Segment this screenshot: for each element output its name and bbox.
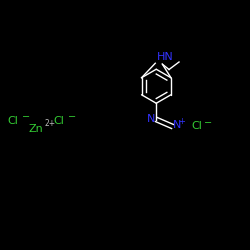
Text: 2+: 2+ bbox=[44, 119, 56, 128]
Text: −: − bbox=[204, 118, 212, 128]
Text: Zn: Zn bbox=[29, 124, 44, 134]
Text: −: − bbox=[68, 112, 76, 122]
Text: Cl: Cl bbox=[54, 116, 64, 126]
Text: N: N bbox=[146, 114, 155, 124]
Text: −: − bbox=[22, 112, 30, 122]
Text: +: + bbox=[178, 118, 186, 126]
Text: N: N bbox=[173, 120, 181, 130]
Text: HN: HN bbox=[156, 52, 173, 62]
Text: Cl: Cl bbox=[191, 121, 202, 131]
Text: Cl: Cl bbox=[8, 116, 18, 126]
